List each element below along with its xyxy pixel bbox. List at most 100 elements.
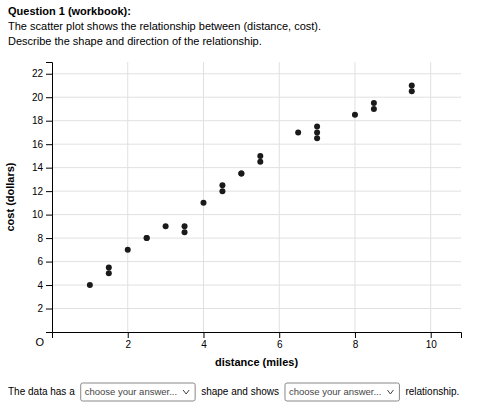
dropdown-box: [81, 383, 195, 401]
grid-line-x: [203, 62, 204, 332]
point: [409, 82, 415, 88]
tick-label: 12: [32, 186, 44, 197]
tick-label: 20: [32, 92, 44, 103]
tick-mark: [128, 332, 129, 338]
tick: 18: [32, 115, 52, 126]
tick-label: 6: [37, 256, 43, 267]
tick: 12: [32, 186, 52, 197]
points: [87, 82, 415, 288]
tick: 2: [37, 303, 52, 314]
footer: The data has a choose your answer... shape…: [8, 383, 459, 401]
point: [144, 235, 150, 241]
grid-line-y: [52, 167, 461, 168]
tick: 16: [32, 139, 52, 150]
point: [219, 188, 225, 194]
grid-line-x: [354, 62, 355, 332]
point: [106, 264, 112, 270]
point: [182, 223, 188, 229]
tick-mark: [46, 97, 52, 98]
tick-mark: [46, 309, 52, 310]
point: [200, 200, 206, 206]
origin-label: O: [35, 336, 44, 348]
footer-text: shape and shows: [201, 386, 279, 397]
point: [125, 247, 131, 253]
axis-line: [53, 333, 462, 339]
tick-mark: [46, 74, 52, 75]
grid-line-x: [127, 62, 128, 332]
tick: 22: [32, 68, 52, 79]
tick-label: 6: [277, 339, 283, 350]
point: [144, 235, 150, 241]
tick-mark: [279, 332, 280, 338]
point: [314, 129, 320, 135]
point: [295, 129, 301, 135]
dropdown-box: [285, 383, 399, 401]
tick: 6: [277, 332, 283, 350]
tick-mark: [355, 332, 356, 338]
point: [314, 124, 320, 130]
point: [352, 112, 358, 118]
tick: 10: [32, 209, 52, 220]
tick-mark: [431, 332, 432, 338]
point: [219, 182, 225, 188]
dropdown: choose your answer...: [81, 383, 195, 401]
dropdown-text: choose your answer...: [85, 386, 177, 397]
point: [257, 159, 263, 165]
grid-line-x: [430, 62, 431, 332]
x-axis-title: distance (miles): [215, 356, 298, 368]
tick-label: 2: [37, 303, 43, 314]
grid-line-y: [52, 120, 461, 121]
grid-line-y: [52, 238, 461, 239]
tick: 4: [37, 280, 52, 291]
tick-mark: [203, 332, 204, 338]
dropdown-text: choose your answer...: [289, 386, 381, 397]
point: [87, 282, 93, 288]
annotation: Describe the shape and direction of the …: [8, 35, 262, 47]
tick: 4: [201, 332, 207, 350]
axis-line: [46, 63, 53, 333]
grid-line-y: [52, 261, 461, 262]
tick-label: 10: [426, 339, 438, 350]
tick-mark: [46, 121, 52, 122]
tick: 20: [32, 92, 52, 103]
dropdown: choose your answer...: [285, 383, 399, 401]
dropdown-chevron: [387, 390, 393, 394]
tick-label: 10: [32, 209, 44, 220]
plot: 246810246810121416182022O: [32, 62, 462, 350]
point: [409, 88, 415, 94]
tick-mark: [46, 191, 52, 192]
title: Question 1 (workbook):: [8, 5, 131, 17]
point: [371, 106, 377, 112]
tick-label: 4: [201, 339, 207, 350]
tick: 8: [353, 332, 359, 350]
grid-line-y: [52, 97, 461, 98]
tick-label: 4: [37, 280, 43, 291]
chart: Question 1 (workbook):The scatter plot s…: [0, 0, 479, 412]
tick-mark: [46, 238, 52, 239]
footer-text: relationship.: [405, 386, 459, 397]
tick: 10: [426, 332, 438, 350]
tick-label: 8: [37, 233, 43, 244]
y-axis-title: cost (dollars): [4, 162, 16, 231]
grid-line-y: [52, 144, 461, 145]
grid-line-y: [52, 73, 461, 74]
tick: 14: [32, 162, 52, 173]
point: [314, 135, 320, 141]
tick-mark: [46, 262, 52, 263]
grid-line-y: [52, 191, 461, 192]
tick-mark: [46, 215, 52, 216]
point: [182, 229, 188, 235]
tick-mark: [46, 168, 52, 169]
tick-mark: [46, 285, 52, 286]
tick: 6: [37, 256, 52, 267]
grid-line-y: [52, 214, 461, 215]
tick-label: 22: [32, 68, 44, 79]
tick-mark: [46, 144, 52, 145]
tick-label: 18: [32, 115, 44, 126]
dropdown-chevron: [183, 390, 189, 394]
footer-text: The data has a: [8, 386, 75, 397]
point: [257, 153, 263, 159]
x-axis: 246810: [53, 332, 462, 350]
grid: [52, 62, 461, 332]
point: [371, 100, 377, 106]
